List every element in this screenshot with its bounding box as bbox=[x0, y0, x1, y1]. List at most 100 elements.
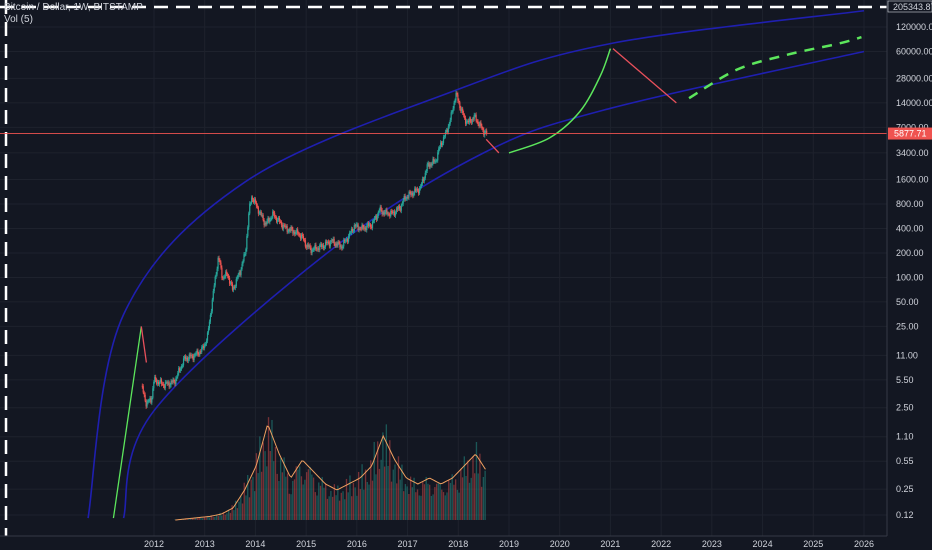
candle-body bbox=[318, 248, 320, 250]
candle-body bbox=[468, 118, 471, 123]
volume-bar bbox=[344, 499, 346, 520]
candle-body bbox=[439, 146, 441, 149]
volume-bar bbox=[337, 485, 339, 520]
candle-body bbox=[262, 215, 264, 221]
candle-body bbox=[152, 388, 154, 398]
candle-body bbox=[481, 125, 483, 129]
time-axis[interactable]: 2012 2013 2014 2015 2016 2017 2018 2019 2020 2021… bbox=[0, 535, 932, 550]
volume-bar bbox=[259, 436, 261, 520]
volume-bar bbox=[297, 469, 299, 520]
candle-body bbox=[171, 381, 173, 383]
candle-body bbox=[258, 212, 260, 214]
candle-body bbox=[190, 355, 192, 357]
volume-indicator-label: Vol (5) bbox=[4, 14, 33, 25]
candle-body bbox=[429, 164, 431, 167]
candle-body bbox=[399, 208, 401, 211]
candle-body bbox=[159, 379, 162, 383]
candle-body bbox=[479, 122, 481, 126]
candle-body bbox=[462, 108, 464, 114]
volume-bar bbox=[228, 509, 230, 520]
volume-bar bbox=[474, 473, 476, 520]
price-axis[interactable]: 120000.00 60000.00 28000.00 14000.00 7000.00… bbox=[886, 0, 932, 550]
price-tick-label: 7000.00 bbox=[896, 122, 929, 132]
volume-bar bbox=[340, 492, 342, 520]
candle-body bbox=[316, 248, 318, 250]
candle-body bbox=[202, 345, 204, 348]
candle-body bbox=[410, 192, 412, 195]
volume-bar bbox=[255, 453, 258, 520]
candle-body bbox=[420, 183, 423, 187]
volume-bar bbox=[299, 466, 301, 520]
candle-body bbox=[197, 350, 199, 355]
candle-body bbox=[324, 241, 327, 247]
candle-body bbox=[325, 241, 328, 244]
volume-bar bbox=[411, 487, 414, 520]
volume-bar bbox=[271, 419, 273, 520]
candle-body bbox=[206, 332, 209, 341]
volume-bar bbox=[484, 470, 486, 520]
candle-body bbox=[235, 278, 237, 287]
candle-body bbox=[441, 143, 444, 146]
candle-body bbox=[211, 299, 213, 312]
early-green-trend bbox=[112, 326, 142, 519]
chart-title: Bitcoin / Dollar, 1W, BITSTAMP bbox=[4, 2, 143, 13]
candle-body bbox=[385, 209, 387, 212]
candle-body bbox=[236, 277, 238, 279]
volume-bar bbox=[409, 476, 412, 520]
volume-bar bbox=[195, 517, 197, 520]
candle-body bbox=[283, 224, 285, 226]
candle-body bbox=[233, 287, 235, 288]
candle-body bbox=[353, 225, 355, 232]
candle-body bbox=[212, 290, 214, 300]
candle-body bbox=[412, 193, 414, 196]
candle-body bbox=[406, 197, 408, 199]
volume-bar bbox=[290, 494, 292, 520]
price-tick-label: 0.55 bbox=[896, 456, 914, 466]
time-tick-label: 2014 bbox=[245, 539, 265, 549]
candle-body bbox=[430, 164, 432, 166]
candle-body bbox=[390, 210, 392, 217]
top-price-label: 205343.87 bbox=[893, 2, 932, 12]
candle-body bbox=[251, 197, 253, 204]
candle-body bbox=[374, 216, 377, 219]
candle-body bbox=[344, 240, 346, 242]
candle-body bbox=[315, 244, 317, 249]
price-tick-label: 25.00 bbox=[896, 321, 919, 331]
candle-body bbox=[486, 130, 488, 134]
candle-body bbox=[329, 242, 331, 247]
candle-body bbox=[368, 223, 370, 226]
volume-bar bbox=[430, 495, 433, 520]
candle-body bbox=[340, 246, 342, 248]
volume-bar bbox=[288, 493, 290, 520]
candle-body bbox=[173, 379, 175, 382]
candle-body bbox=[274, 213, 276, 218]
volume-bar bbox=[448, 480, 450, 520]
volume-bar bbox=[434, 487, 436, 520]
candle-body bbox=[404, 195, 406, 200]
volume-bar bbox=[394, 464, 396, 520]
candle-body bbox=[427, 163, 429, 165]
volume-bar bbox=[189, 518, 192, 520]
volume-bar bbox=[311, 474, 313, 520]
volume-bar bbox=[293, 479, 296, 520]
candle-body bbox=[319, 244, 321, 250]
candle-body bbox=[381, 210, 383, 215]
volume-bar bbox=[460, 468, 462, 520]
candle-body bbox=[370, 224, 372, 227]
candle-body bbox=[322, 245, 325, 249]
time-tick-label: 2015 bbox=[296, 539, 316, 549]
volume-bar bbox=[191, 518, 193, 520]
candle-body bbox=[445, 130, 447, 133]
volume-bar bbox=[480, 486, 483, 520]
early-red-trend bbox=[140, 326, 148, 363]
volume-bar bbox=[226, 513, 228, 520]
volume-bar bbox=[356, 495, 358, 520]
candle-body bbox=[269, 219, 271, 222]
candle-body bbox=[224, 276, 226, 278]
candle-body bbox=[248, 213, 250, 228]
candle-body bbox=[456, 92, 458, 95]
candle-body bbox=[214, 276, 216, 286]
candle-body bbox=[415, 188, 417, 191]
candle-body bbox=[416, 189, 418, 191]
